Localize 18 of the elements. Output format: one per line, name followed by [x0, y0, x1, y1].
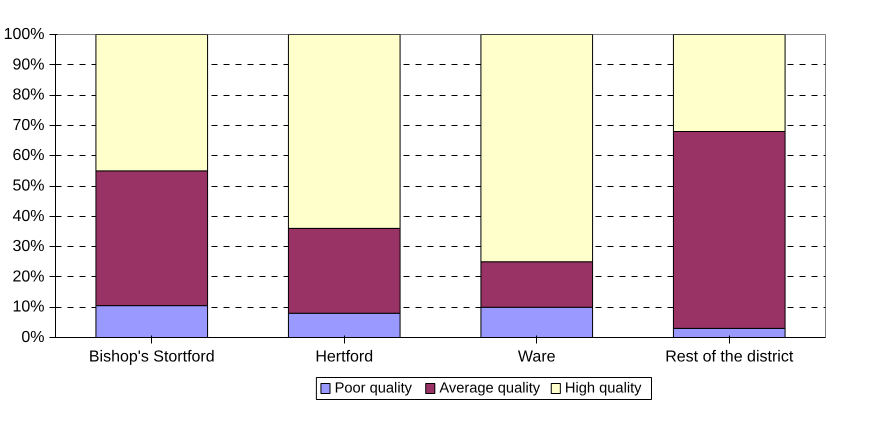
y-tick-label: 90% — [12, 56, 45, 74]
legend-label: Poor quality — [334, 380, 413, 396]
y-tick-label: 80% — [12, 86, 45, 104]
x-tick-label: Rest of the district — [665, 348, 794, 366]
y-tick-label: 30% — [12, 238, 45, 256]
y-tick-label: 60% — [12, 147, 45, 164]
x-tick-label: Ware — [518, 348, 556, 366]
legend-label: Average quality — [439, 380, 541, 396]
y-tick-label: 70% — [12, 116, 45, 134]
x-tick-label: Bishop's Stortford — [88, 348, 215, 366]
x-tick-label: Hertford — [315, 348, 374, 366]
y-tick-label: 20% — [12, 268, 45, 286]
y-tick-label: 50% — [12, 178, 45, 194]
y-tick-label: 40% — [12, 208, 45, 225]
y-tick-label: 0% — [21, 329, 44, 346]
y-tick-label: 100% — [4, 26, 44, 43]
legend-label: High quality — [564, 380, 642, 396]
y-tick-label: 10% — [12, 298, 45, 316]
